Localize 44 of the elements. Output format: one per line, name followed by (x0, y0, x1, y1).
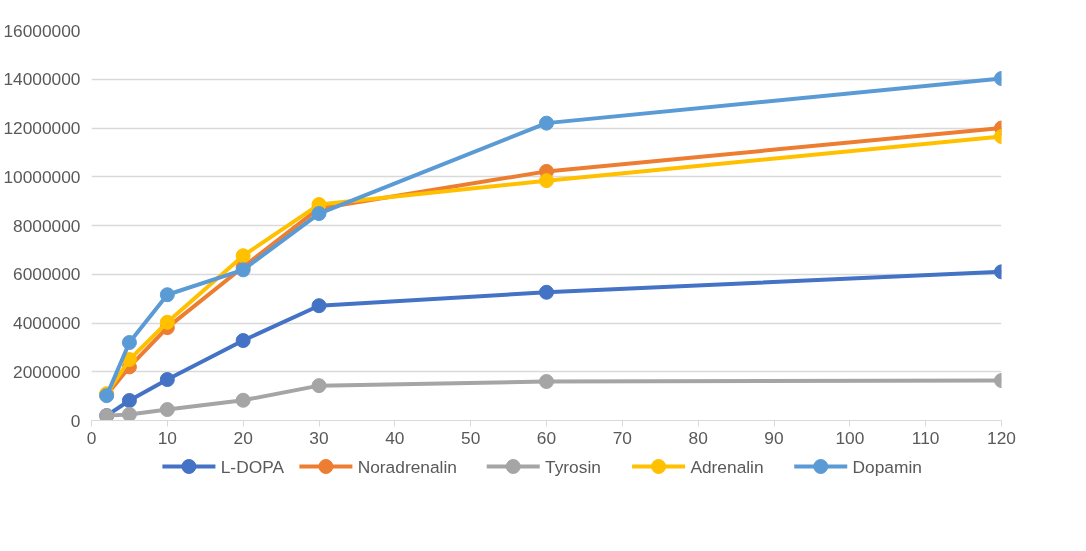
point (539, 115, 554, 131)
y-tick-label: 10000000 (3, 166, 81, 187)
y-tick-label: 2000000 (13, 361, 81, 382)
y-tick-label: 6000000 (13, 264, 81, 285)
point (121, 393, 137, 408)
point (539, 284, 554, 300)
x-tick-label: 50 (461, 427, 481, 448)
legend-label: Adrenalin (690, 456, 764, 477)
x-tick-label: 90 (764, 427, 784, 448)
legend-label: Dopamin (852, 456, 922, 477)
x-tick-label: 80 (688, 427, 708, 448)
point (159, 372, 175, 388)
y-tick-label: 14000000 (3, 69, 81, 90)
point (159, 314, 175, 330)
x-tick-label: 10 (157, 427, 177, 448)
point (311, 378, 327, 394)
x-tick-label: 110 (911, 427, 940, 448)
point (539, 374, 554, 389)
x-tick-label: 30 (309, 427, 329, 448)
x-tick-label: 100 (835, 427, 865, 448)
point (159, 402, 175, 418)
x-tick-label: 60 (536, 427, 557, 448)
point (311, 206, 327, 222)
point (539, 173, 554, 189)
legend-label: L-DOPA (220, 456, 285, 477)
x-tick-label: 120 (987, 427, 1016, 448)
point (121, 406, 137, 421)
legend-label: Noradrenalin (357, 456, 457, 477)
legend-label: Tyrosin (545, 456, 601, 477)
x-tick-label: 0 (86, 427, 97, 448)
y-tick-label: 0 (70, 410, 81, 431)
y-tick-label: 16000000 (3, 20, 81, 41)
point (159, 287, 175, 303)
x-tick-label: 40 (385, 427, 405, 448)
point (311, 298, 327, 314)
point (121, 335, 137, 350)
point (235, 333, 251, 349)
y-tick-label: 12000000 (3, 118, 81, 138)
x-tick-label: 70 (612, 427, 632, 448)
point (235, 392, 251, 408)
point (235, 248, 251, 264)
x-tick-label: 20 (233, 427, 253, 448)
y-tick-label: 8000000 (13, 215, 81, 236)
y-tick-label: 4000000 (13, 313, 81, 333)
